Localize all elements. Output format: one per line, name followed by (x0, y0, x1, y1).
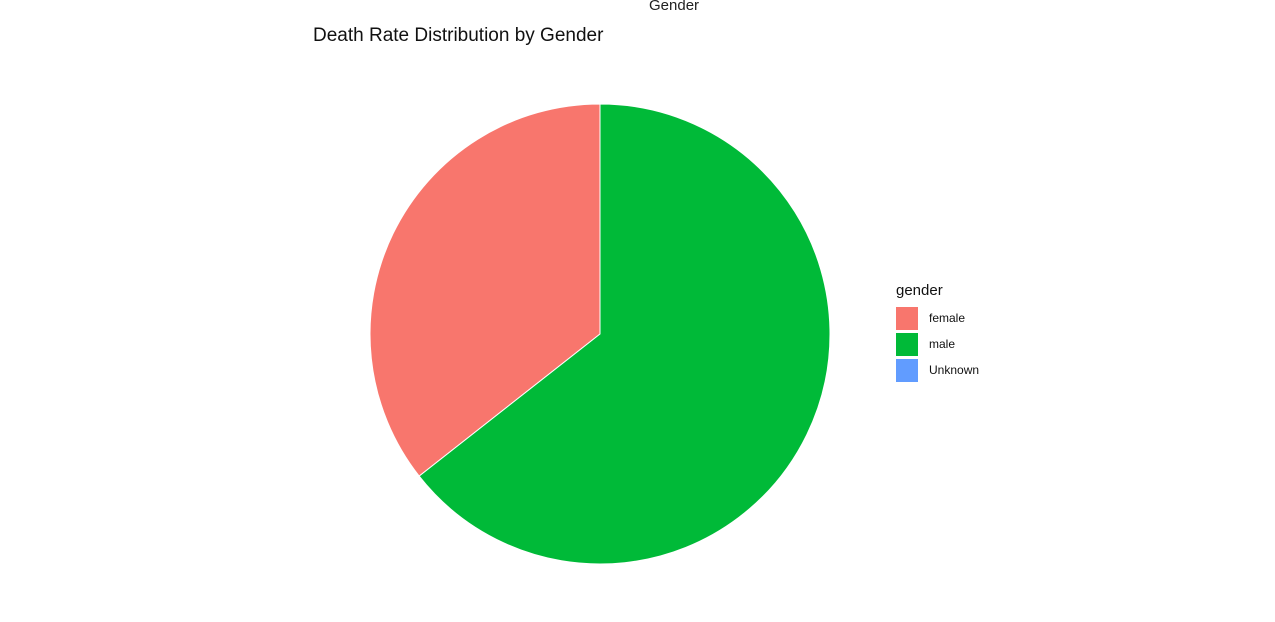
legend-swatch-male (896, 332, 918, 356)
chart-title: Death Rate Distribution by Gender (313, 25, 604, 46)
legend-label-female: female (929, 311, 966, 325)
legend-label-male: male (929, 337, 956, 351)
legend-item-unknown: Unknown (896, 357, 1026, 383)
legend-item-male: male (896, 331, 1026, 357)
legend-item-female: female (896, 305, 1026, 331)
legend: gender female male Unknown (896, 282, 1026, 383)
legend-swatch-female (896, 306, 918, 330)
legend-swatch-unknown (896, 358, 918, 382)
pie-slice-female (369, 103, 601, 477)
pie-slice-male (418, 103, 831, 565)
facet-label: Gender (649, 0, 700, 14)
legend-label-unknown: Unknown (929, 363, 980, 377)
legend-title: gender (896, 282, 943, 299)
